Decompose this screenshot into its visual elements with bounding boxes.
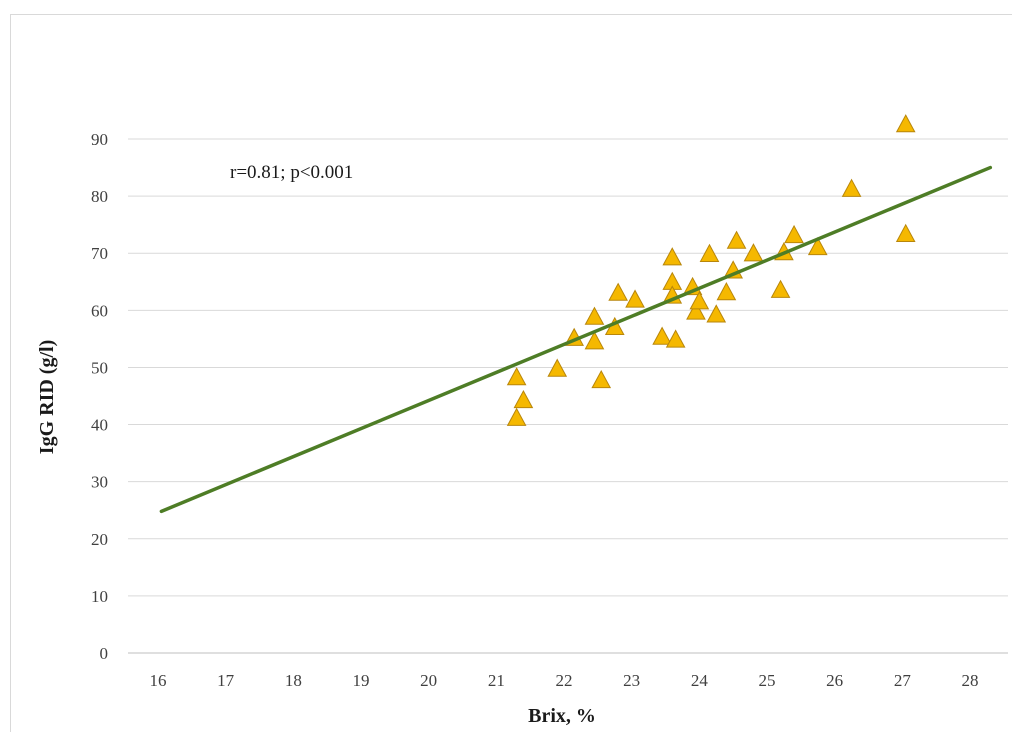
- data-points: [506, 114, 916, 426]
- x-tick-label: 26: [826, 671, 843, 690]
- y-tick-label: 40: [91, 416, 108, 435]
- y-axis-title: IgG RID (g/l): [36, 340, 58, 454]
- y-tick-labels: 0 10 20 30 40 50 60 70 80 90: [91, 130, 108, 663]
- x-tick-label: 19: [353, 671, 370, 690]
- y-tick-label: 80: [91, 187, 108, 206]
- data-point: [770, 279, 791, 298]
- x-tick-label: 22: [556, 671, 573, 690]
- data-point: [584, 306, 605, 325]
- x-tick-label: 24: [691, 671, 709, 690]
- x-tick-label: 20: [420, 671, 437, 690]
- data-point: [743, 243, 764, 262]
- data-point: [784, 224, 804, 244]
- y-tick-label: 50: [91, 358, 108, 377]
- trendline: [159, 165, 993, 514]
- data-point: [608, 282, 628, 301]
- x-tick-label: 28: [962, 671, 979, 690]
- data-point: [841, 178, 862, 197]
- data-point: [506, 407, 527, 426]
- x-tick-label: 16: [150, 671, 167, 690]
- data-point: [652, 326, 672, 345]
- y-tick-label: 30: [91, 473, 108, 492]
- data-point: [662, 247, 683, 266]
- y-tick-label: 60: [91, 301, 108, 320]
- data-point: [706, 304, 727, 323]
- x-axis-title: Brix, %: [528, 705, 596, 727]
- data-point: [686, 301, 706, 320]
- data-point: [895, 223, 916, 242]
- data-point: [807, 236, 828, 256]
- x-tick-label: 21: [488, 671, 505, 690]
- chart-frame: [10, 14, 1012, 732]
- annotation-text: r=0.81; p<0.001: [230, 162, 353, 183]
- trendline-layer: [159, 165, 993, 514]
- data-point: [591, 369, 612, 389]
- x-tick-label: 17: [217, 671, 235, 690]
- x-tick-label: 23: [623, 671, 640, 690]
- x-tick-label: 27: [894, 671, 912, 690]
- data-point: [513, 389, 534, 409]
- x-tick-labels: 16 17 18 19 20 21 22 23 24 25 26 27 28: [150, 671, 979, 690]
- x-tick-label: 25: [759, 671, 776, 690]
- data-point: [699, 243, 720, 262]
- y-tick-label: 10: [91, 587, 108, 606]
- data-point: [625, 289, 645, 308]
- data-point: [547, 358, 568, 377]
- data-point: [689, 291, 710, 310]
- x-tick-label: 18: [285, 671, 302, 690]
- data-point: [584, 331, 605, 350]
- y-tick-label: 20: [91, 530, 108, 549]
- data-point: [895, 114, 916, 133]
- y-tick-label: 70: [91, 244, 108, 263]
- data-point: [716, 282, 737, 301]
- y-tick-label: 0: [100, 644, 109, 663]
- data-point: [665, 329, 686, 348]
- data-point: [726, 230, 747, 249]
- grid-lines: [128, 138, 1008, 597]
- y-tick-label: 90: [91, 130, 108, 149]
- data-point: [506, 367, 527, 386]
